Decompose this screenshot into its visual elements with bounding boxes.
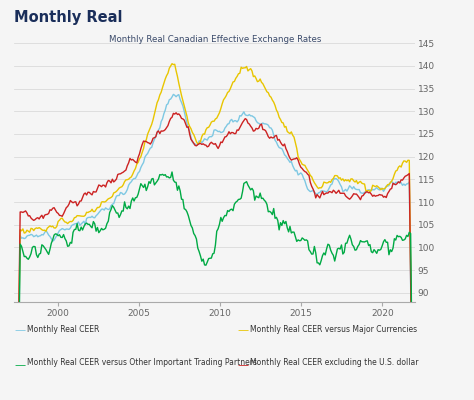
Text: Monthly Real CEER versus Major Currencies: Monthly Real CEER versus Major Currencie… bbox=[250, 326, 418, 334]
Text: Monthly Real CEER versus Other Important Trading Partners: Monthly Real CEER versus Other Important… bbox=[27, 358, 257, 367]
Text: Monthly Real Canadian Effective Exchange Rates: Monthly Real Canadian Effective Exchange… bbox=[109, 35, 322, 44]
Text: —: — bbox=[237, 360, 248, 370]
Text: Monthly Real CEER: Monthly Real CEER bbox=[27, 326, 100, 334]
Text: —: — bbox=[237, 325, 248, 335]
Text: —: — bbox=[14, 360, 25, 370]
Text: —: — bbox=[14, 325, 25, 335]
Text: Monthly Real CEER excluding the U.S. dollar: Monthly Real CEER excluding the U.S. dol… bbox=[250, 358, 419, 367]
Text: Monthly Real: Monthly Real bbox=[14, 10, 123, 25]
